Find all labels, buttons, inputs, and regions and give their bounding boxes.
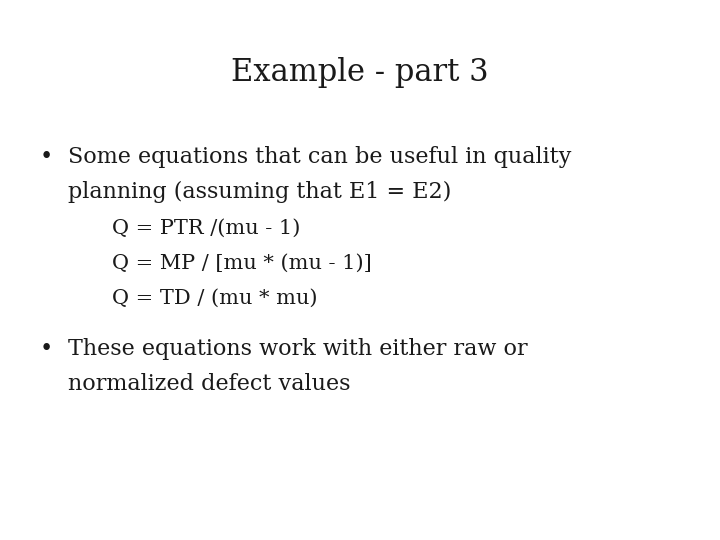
- Text: Q = MP / [mu * (mu - 1)]: Q = MP / [mu * (mu - 1)]: [112, 254, 372, 273]
- Text: Example - part 3: Example - part 3: [231, 57, 489, 87]
- Text: These equations work with either raw or: These equations work with either raw or: [68, 338, 528, 360]
- Text: planning (assuming that E1 = E2): planning (assuming that E1 = E2): [68, 181, 451, 203]
- Text: Q = PTR /(mu - 1): Q = PTR /(mu - 1): [112, 219, 300, 238]
- Text: •: •: [40, 146, 53, 168]
- Text: Some equations that can be useful in quality: Some equations that can be useful in qua…: [68, 146, 572, 168]
- Text: normalized defect values: normalized defect values: [68, 373, 351, 395]
- Text: •: •: [40, 338, 53, 360]
- Text: Q = TD / (mu * mu): Q = TD / (mu * mu): [112, 289, 317, 308]
